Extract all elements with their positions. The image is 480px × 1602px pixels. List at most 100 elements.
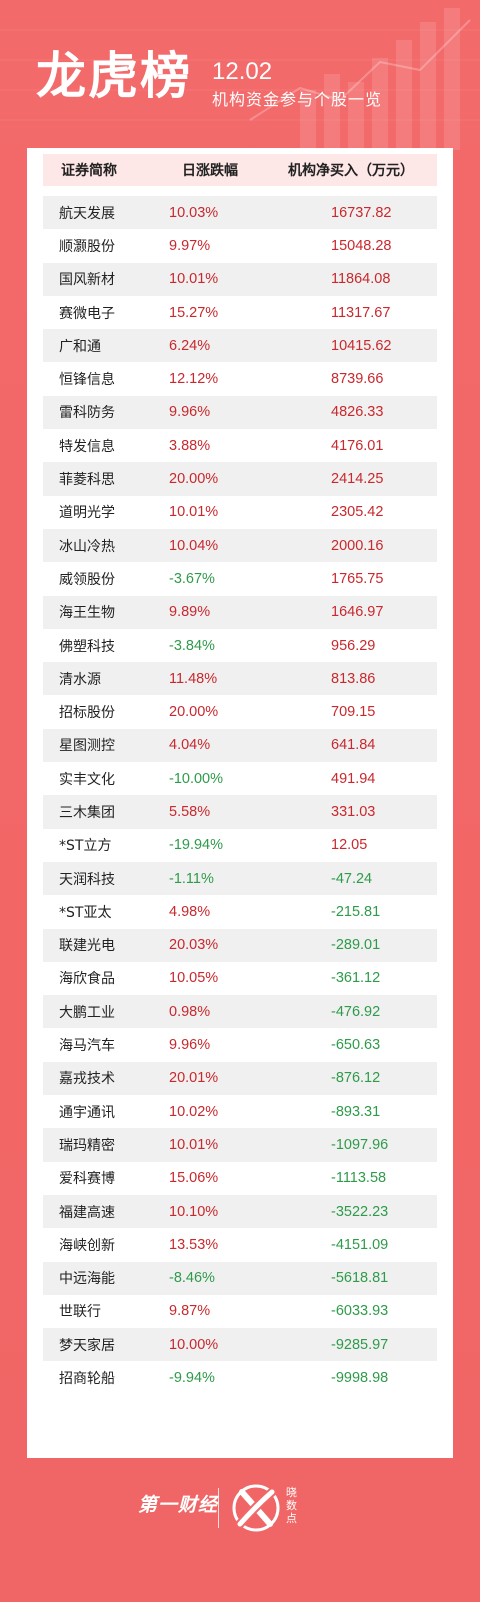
cell-institution-net-buy: 11317.67 <box>331 304 391 321</box>
brand-logo-yicai: 第一财经 <box>138 1494 219 1516</box>
brand-name-xiaoshudian: 晓数点 <box>286 1486 297 1525</box>
cell-daily-change: 4.04% <box>169 737 211 754</box>
cell-stock-name: 三木集团 <box>59 804 115 821</box>
page-title: 龙虎榜 <box>36 47 192 105</box>
data-table: 证券简称 日涨跌幅 机构净买入（万元） 航天发展 10.03% 16737.82 顺灏… <box>27 148 453 1458</box>
cell-stock-name: 航天发展 <box>59 205 115 222</box>
table-row: 威领股份 -3.67% 1765.75 <box>43 562 437 595</box>
cell-daily-change: 9.96% <box>169 404 211 421</box>
cell-institution-net-buy: -47.24 <box>331 870 373 887</box>
cell-institution-net-buy: 12.05 <box>331 837 368 854</box>
cell-stock-name: 招商轮船 <box>59 1371 115 1388</box>
cell-institution-net-buy: -650.63 <box>331 1037 381 1054</box>
table-row: 海王生物 9.89% 1646.97 <box>43 595 437 629</box>
cell-daily-change: 11.48% <box>169 670 218 687</box>
table-row: 瑞玛精密 10.01% -1097.96 <box>43 1128 437 1162</box>
table-row: 雷科防务 9.96% 4826.33 <box>43 395 437 430</box>
table-row: 海马汽车 9.96% -650.63 <box>43 1028 437 1061</box>
cell-institution-net-buy: 15048.28 <box>331 237 392 254</box>
cell-institution-net-buy: 10415.62 <box>331 337 392 354</box>
cell-stock-name: 佛塑科技 <box>59 638 115 655</box>
table-row: 赛微电子 15.27% 11317.67 <box>43 296 437 329</box>
cell-stock-name: 招标股份 <box>59 705 115 722</box>
cell-stock-name: 瑞玛精密 <box>59 1137 115 1154</box>
cell-stock-name: 顺灏股份 <box>59 238 115 255</box>
cell-institution-net-buy: -3522.23 <box>331 1203 389 1220</box>
cell-stock-name: 海峡创新 <box>59 1237 115 1254</box>
cell-stock-name: 实丰文化 <box>59 771 115 788</box>
cell-stock-name: 恒锋信息 <box>59 372 115 389</box>
cell-stock-name: 梦天家居 <box>59 1337 115 1354</box>
table-row: 顺灏股份 9.97% 15048.28 <box>43 229 437 262</box>
cell-stock-name: 海王生物 <box>59 605 115 622</box>
table-row: 海峡创新 13.53% -4151.09 <box>43 1228 437 1261</box>
cell-stock-name: *ST立方 <box>59 838 112 855</box>
cell-daily-change: -1.11% <box>169 870 214 887</box>
table-row: 招商轮船 -9.94% -9998.98 <box>43 1361 437 1394</box>
cell-daily-change: 9.97% <box>169 237 211 254</box>
cell-stock-name: 大鹏工业 <box>59 1004 115 1021</box>
cell-daily-change: 6.24% <box>169 337 211 354</box>
cell-daily-change: 20.03% <box>169 937 219 954</box>
table-row: 广和通 6.24% 10415.62 <box>43 329 437 363</box>
brand-divider <box>218 1488 219 1528</box>
table-row: 嘉戎技术 20.01% -876.12 <box>43 1061 437 1096</box>
cell-daily-change: -8.46% <box>169 1270 215 1287</box>
cell-institution-net-buy: 11864.08 <box>331 271 391 288</box>
table-row: 清水源 11.48% 813.86 <box>43 662 437 696</box>
table-row: 福建高速 10.10% -3522.23 <box>43 1194 437 1229</box>
cell-institution-net-buy: 491.94 <box>331 770 376 787</box>
table-row: 三木集团 5.58% 331.03 <box>43 795 437 829</box>
table-row: 通宇通讯 10.02% -893.31 <box>43 1095 437 1128</box>
cell-institution-net-buy: -361.12 <box>331 970 381 987</box>
cell-institution-net-buy: -289.01 <box>331 937 381 954</box>
table-row: 海欣食品 10.05% -361.12 <box>43 962 437 995</box>
cell-stock-name: 星图测控 <box>59 738 115 755</box>
cell-institution-net-buy: -876.12 <box>331 1070 381 1087</box>
cell-stock-name: 菲菱科思 <box>59 472 115 489</box>
cell-daily-change: 9.89% <box>169 604 211 621</box>
table-row: 星图测控 4.04% 641.84 <box>43 728 437 763</box>
table-row: 菲菱科思 20.00% 2414.25 <box>43 462 437 496</box>
cell-daily-change: 9.96% <box>169 1037 211 1054</box>
cell-institution-net-buy: 956.29 <box>331 637 376 654</box>
cell-institution-net-buy: 331.03 <box>331 803 376 820</box>
cell-stock-name: 爱科赛博 <box>59 1171 115 1188</box>
cell-stock-name: 嘉戎技术 <box>59 1071 115 1088</box>
cell-daily-change: 0.98% <box>169 1003 211 1020</box>
cell-stock-name: 中远海能 <box>59 1271 115 1288</box>
cell-institution-net-buy: -5618.81 <box>331 1270 389 1287</box>
cell-daily-change: 15.06% <box>169 1170 219 1187</box>
cell-daily-change: 20.00% <box>169 471 219 488</box>
cell-institution-net-buy: 813.86 <box>331 670 376 687</box>
page-header: 龙虎榜 12.02 机构资金参与个股一览 <box>36 40 456 130</box>
cell-daily-change: 10.01% <box>169 504 219 521</box>
cell-daily-change: 10.04% <box>169 537 219 554</box>
cell-daily-change: 5.58% <box>169 803 211 820</box>
table-row: 联建光电 20.03% -289.01 <box>43 928 437 962</box>
cell-institution-net-buy: -1097.96 <box>331 1136 389 1153</box>
table-row: 道明光学 10.01% 2305.42 <box>43 496 437 529</box>
cell-daily-change: 10.01% <box>169 271 219 288</box>
page-subtitle: 机构资金参与个股一览 <box>212 90 383 109</box>
cell-daily-change: 10.02% <box>169 1103 219 1120</box>
table-row: 大鹏工业 0.98% -476.92 <box>43 995 437 1029</box>
cell-daily-change: 10.00% <box>169 1336 219 1353</box>
table-row: *ST立方 -19.94% 12.05 <box>43 829 437 862</box>
cell-institution-net-buy: -9285.97 <box>331 1336 389 1353</box>
cell-stock-name: 冰山冷热 <box>59 538 115 555</box>
cell-stock-name: 海欣食品 <box>59 971 115 988</box>
cell-institution-net-buy: 2305.42 <box>331 504 384 521</box>
cell-institution-net-buy: 16737.82 <box>331 204 392 221</box>
report-date: 12.02 <box>212 58 273 85</box>
cell-stock-name: 雷科防务 <box>59 405 115 422</box>
cell-daily-change: -3.84% <box>169 637 215 654</box>
cell-institution-net-buy: 641.84 <box>331 737 376 754</box>
cell-daily-change: -9.94% <box>169 1370 215 1387</box>
cell-institution-net-buy: 709.15 <box>331 704 376 721</box>
cell-daily-change: 15.27% <box>169 304 219 321</box>
brand-logo-x-icon <box>232 1484 280 1532</box>
cell-stock-name: 广和通 <box>59 338 101 355</box>
table-row: 国风新材 10.01% 11864.08 <box>43 262 437 296</box>
cell-daily-change: -19.94% <box>169 837 224 854</box>
